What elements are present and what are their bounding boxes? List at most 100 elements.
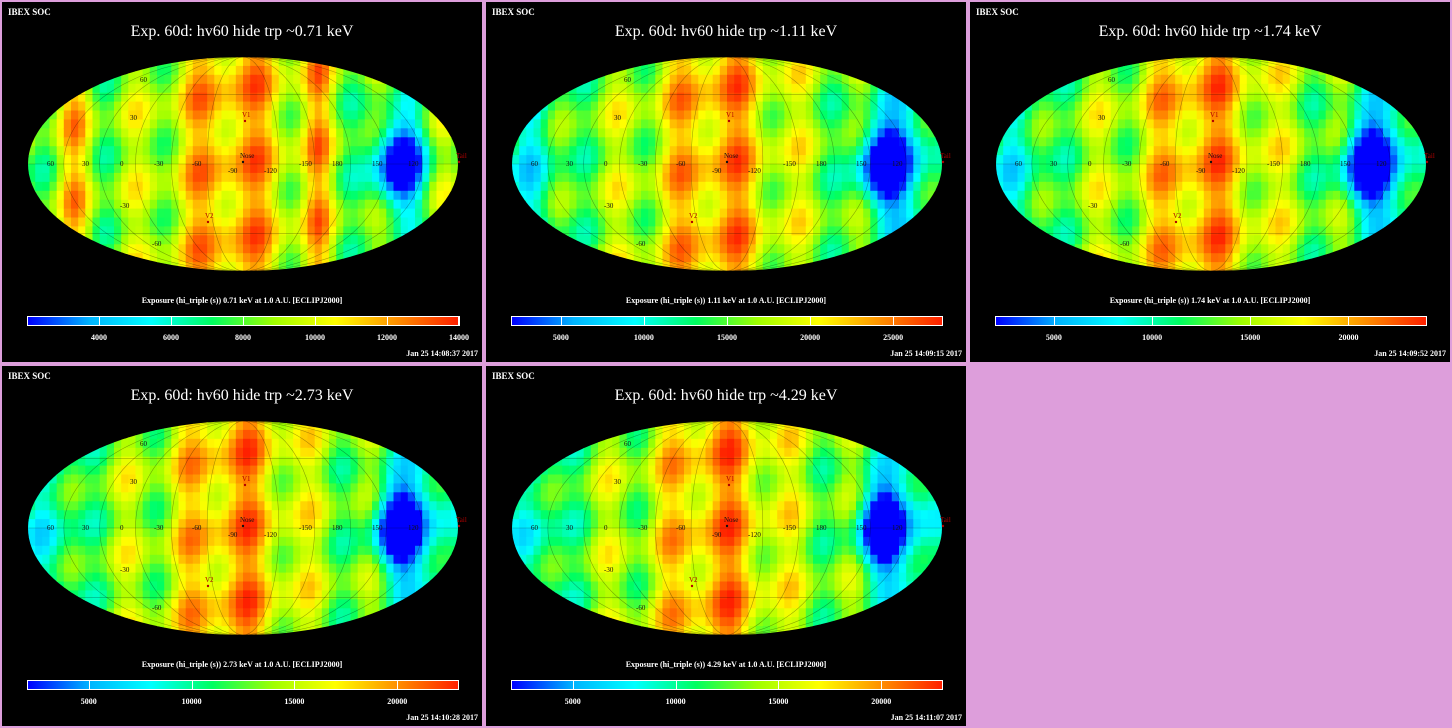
heatmap-cell [142,608,151,618]
heatmap-cell [228,101,237,112]
heatmap-cell [164,119,172,129]
heatmap-cell [590,199,599,210]
heatmap-cell [741,92,750,103]
heatmap-cell [1275,181,1284,192]
heatmap-cell [142,244,151,254]
heatmap-cell [63,626,72,635]
heatmap-cell [1211,137,1219,147]
heatmap-cell [364,172,373,183]
heatmap-cell [207,262,215,271]
heatmap-cell [605,253,613,263]
heatmap-cell [228,244,237,254]
latitude-tick-label: -60 [1120,240,1130,248]
heatmap-cell [863,101,871,112]
heatmap-cell [1074,128,1083,138]
heatmap-cell [42,128,51,138]
heatmap-cell [28,190,36,201]
heatmap-cell [899,137,907,147]
heatmap-cell [813,208,821,219]
heatmap-cell [734,101,742,112]
heatmap-cell [891,128,900,138]
heatmap-cell [1368,208,1377,219]
heatmap-cell [1175,235,1183,245]
heatmap-cell [171,599,180,609]
heatmap-cell [78,101,86,112]
heatmap-cell [1110,110,1119,120]
heatmap-cell [1067,235,1076,245]
heatmap-cell [321,217,330,227]
heatmap-cell [1017,262,1026,271]
heatmap-cell [727,226,735,236]
heatmap-cell [598,119,606,129]
heatmap-cell [121,429,129,440]
heatmap-cell [1060,110,1069,120]
marker-dot [1209,160,1213,164]
heatmap-cell [669,190,678,201]
heatmap-cell [1411,208,1420,219]
heatmap-cell [641,101,649,112]
heatmap-cell [555,164,563,174]
heatmap-cell [121,492,129,502]
colorbar-tick-mark [1348,316,1350,326]
heatmap-cell [1117,57,1126,67]
heatmap-cell [512,181,520,192]
heatmap-cell [157,208,165,219]
heatmap-cell [877,208,886,219]
heatmap-cell [436,74,445,85]
heatmap-cell [1132,190,1140,201]
heatmap-cell [1074,208,1083,219]
heatmap-cell [562,92,570,103]
heatmap-cell [1232,146,1241,156]
heatmap-cell [848,217,857,227]
heatmap-cell [1067,119,1076,129]
heatmap-cell [450,155,458,165]
heatmap-cell [641,155,649,165]
heatmap-cell [791,164,800,174]
heatmap-cell [662,164,671,174]
heatmap-cell [1225,226,1234,236]
heatmap-cell [178,244,187,254]
heatmap-cell [171,92,180,103]
heatmap-cell [540,253,549,263]
heatmap-cell [1246,164,1255,174]
heatmap-cell [526,83,535,94]
heatmap-cell [906,119,914,129]
heatmap-cell [1225,137,1234,147]
heatmap-cell [633,208,642,219]
heatmap-cell [583,128,592,138]
heatmap-cell [1146,110,1155,120]
heatmap-cell [42,563,51,574]
heatmap-cell [1139,146,1148,156]
heatmap-cell [278,101,287,112]
heatmap-cell [214,83,223,94]
heatmap-cell [257,57,266,67]
heatmap-cell [927,253,936,263]
heatmap-cell [343,199,352,210]
heatmap-cell [805,208,814,219]
heatmap-cell [42,181,51,192]
heatmap-cell [429,146,438,156]
longitude-tick-label: -90 [1196,167,1206,175]
heatmap-cell [142,155,151,165]
heatmap-cell [805,253,814,263]
heatmap-cell [78,626,86,635]
heatmap-cell [1160,128,1169,138]
heatmap-cell [712,74,721,85]
heatmap-cell [1239,128,1248,138]
heatmap-cell [576,199,585,210]
heatmap-cell [121,83,129,94]
heatmap-cell [1325,226,1334,236]
heatmap-cell [1383,74,1391,85]
heatmap-cell [250,155,258,165]
heatmap-cell [1325,137,1334,147]
heatmap-cell [157,181,165,192]
heatmap-cell [1153,65,1162,76]
heatmap-cell [164,474,172,484]
heatmap-cell [200,101,208,112]
heatmap-cell [1282,57,1291,67]
heatmap-cell [121,226,129,236]
heatmap-cell [691,65,699,76]
heatmap-cell [519,65,527,76]
heatmap-cell [805,226,814,236]
heatmap-cell [250,74,258,85]
